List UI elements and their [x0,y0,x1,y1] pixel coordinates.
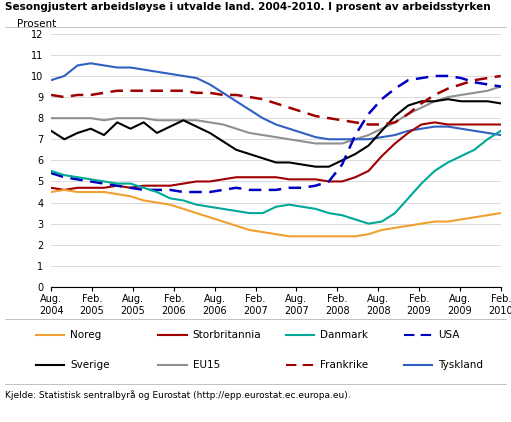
Text: Noreg: Noreg [70,330,101,341]
Text: Frankrike: Frankrike [320,360,368,370]
Text: USA: USA [438,330,459,341]
Text: Storbritannia: Storbritannia [193,330,261,341]
Text: Sverige: Sverige [70,360,109,370]
Text: EU15: EU15 [193,360,220,370]
Text: Prosent: Prosent [17,19,57,29]
Text: Sesongjustert arbeidsløyse i utvalde land. 2004-2010. I prosent av arbeidsstyrke: Sesongjustert arbeidsløyse i utvalde lan… [5,2,491,12]
Text: Kjelde: Statistisk sentralbyrå og Eurostat (http://epp.eurostat.ec.europa.eu).: Kjelde: Statistisk sentralbyrå og Eurost… [5,390,351,400]
Text: Tyskland: Tyskland [438,360,483,370]
Text: Danmark: Danmark [320,330,368,341]
